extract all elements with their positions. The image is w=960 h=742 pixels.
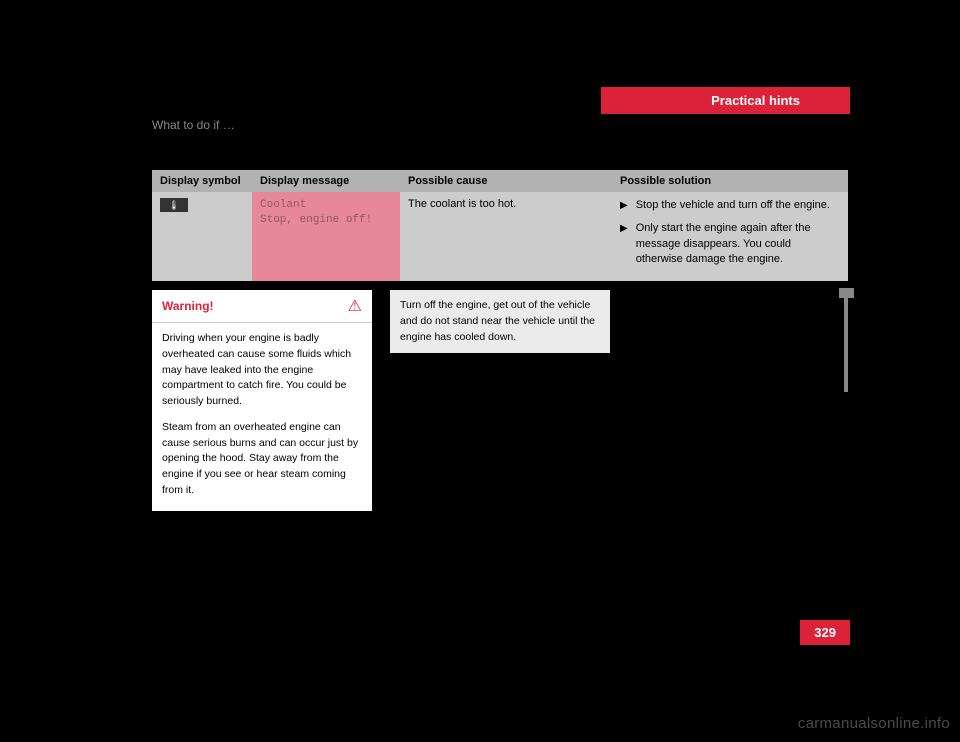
warning-box: Warning! ⚠ Driving when your engine is b…: [152, 290, 372, 511]
manual-page: Practical hints What to do if … Display …: [0, 0, 960, 742]
section-subtitle: What to do if …: [152, 118, 235, 132]
watermark-text: carmanualsonline.info: [798, 715, 950, 732]
header-display-message: Display message: [252, 170, 400, 192]
header-possible-solution: Possible solution: [612, 170, 848, 192]
table-row: 🌡 Coolant Stop, engine off! The coolant …: [152, 192, 848, 281]
thermometer-icon: 🌡: [160, 198, 188, 212]
solution-item: ▶ Only start the engine again after the …: [620, 221, 840, 267]
cell-symbol: 🌡: [152, 192, 252, 281]
info-box: Turn off the engine, get out of the vehi…: [390, 290, 610, 353]
section-tab: Practical hints: [601, 87, 850, 114]
message-line2: Stop, engine off!: [260, 213, 392, 228]
bullet-icon: ▶: [620, 199, 628, 213]
warning-title: Warning!: [162, 299, 214, 313]
table-header-row: Display symbol Display message Possible …: [152, 170, 848, 192]
warning-body: Driving when your engine is badly overhe…: [152, 323, 372, 511]
header-display-symbol: Display symbol: [152, 170, 252, 192]
solution-text: Only start the engine again after the me…: [636, 221, 840, 267]
cell-message: Coolant Stop, engine off!: [252, 192, 400, 281]
cell-solution: ▶ Stop the vehicle and turn off the engi…: [612, 192, 848, 281]
warning-header: Warning! ⚠: [152, 290, 372, 323]
diagnostic-table: Display symbol Display message Possible …: [152, 170, 848, 281]
message-line1: Coolant: [260, 198, 392, 213]
warning-para2: Steam from an overheated engine can caus…: [162, 420, 362, 499]
page-number: 329: [800, 620, 850, 645]
cell-cause: The coolant is too hot.: [400, 192, 612, 281]
solution-text: Stop the vehicle and turn off the engine…: [636, 198, 830, 213]
warning-para1: Driving when your engine is badly overhe…: [162, 331, 362, 410]
warning-triangle-icon: ⚠: [348, 296, 362, 316]
solution-item: ▶ Stop the vehicle and turn off the engi…: [620, 198, 840, 213]
header-possible-cause: Possible cause: [400, 170, 612, 192]
bullet-icon: ▶: [620, 222, 628, 236]
side-marker-bar: [844, 288, 848, 392]
